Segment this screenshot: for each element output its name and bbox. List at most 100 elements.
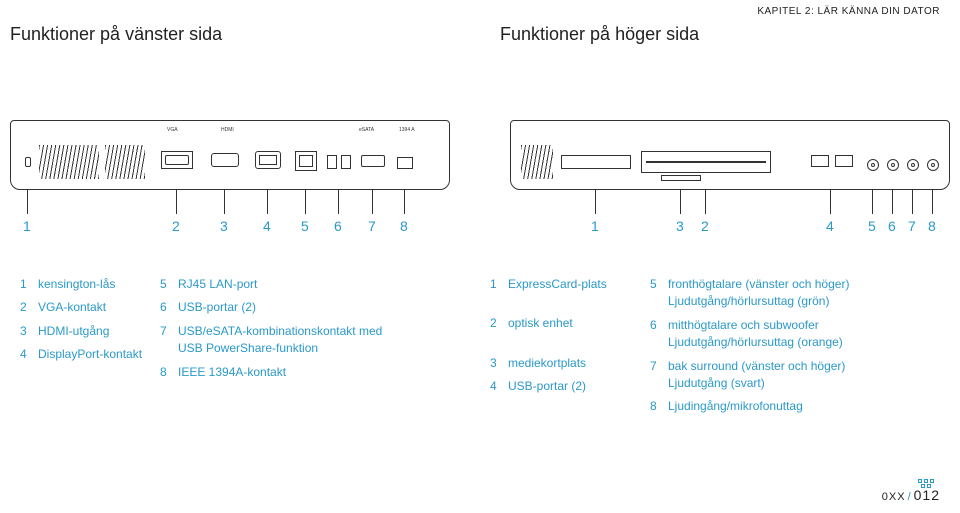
legend-num: 1 bbox=[20, 276, 38, 293]
cr-3: 3 bbox=[676, 218, 684, 234]
legend-row: 2optisk enhet bbox=[490, 315, 650, 332]
legend-row: 8IEEE 1394A-kontakt bbox=[160, 364, 390, 381]
legend-text: optisk enhet bbox=[508, 315, 573, 332]
line-r5 bbox=[872, 190, 873, 214]
legend-text: ExpressCard-plats bbox=[508, 276, 607, 293]
legend-text: fronthögtalare (vänster och höger) Ljudu… bbox=[668, 276, 890, 311]
usb-port-2 bbox=[341, 155, 351, 169]
line-l2 bbox=[176, 190, 177, 214]
line-r6 bbox=[892, 190, 893, 214]
legend-num: 1 bbox=[490, 276, 508, 293]
line-r2 bbox=[705, 190, 706, 214]
cr-5: 5 bbox=[868, 218, 876, 234]
line-r1 bbox=[595, 190, 596, 214]
kensington-slot bbox=[25, 157, 31, 167]
cr-6: 6 bbox=[888, 218, 896, 234]
legend-row: 3mediekortplats bbox=[490, 355, 650, 372]
usb-r2 bbox=[835, 155, 853, 167]
cl-3: 3 bbox=[220, 218, 228, 234]
legend-row: 1ExpressCard-plats bbox=[490, 276, 650, 293]
legend-right-b: 5fronthögtalare (vänster och höger) Ljud… bbox=[650, 276, 890, 416]
device-left: VGA HDMI eSATA 1394 A bbox=[10, 120, 450, 190]
page-main: 012 bbox=[914, 487, 940, 503]
page-number: 0XX/012 bbox=[882, 487, 940, 503]
legend-right-a: 1ExpressCard-plats 2optisk enhet 3mediek… bbox=[490, 276, 650, 416]
label-hdmi: HDMI bbox=[221, 127, 234, 133]
callouts-right: 1 2 3 4 5 6 7 8 bbox=[510, 218, 950, 236]
esata-port bbox=[361, 155, 385, 167]
cr-2: 2 bbox=[701, 218, 709, 234]
legend-text: USB-portar (2) bbox=[508, 378, 586, 395]
line-l8 bbox=[404, 190, 405, 214]
usb-port-1 bbox=[327, 155, 337, 169]
legend-num: 4 bbox=[490, 378, 508, 395]
optical-drive bbox=[641, 151, 771, 173]
cl-2: 2 bbox=[172, 218, 180, 234]
legend-num: 5 bbox=[160, 276, 178, 293]
legend-num: 3 bbox=[490, 355, 508, 372]
label-esata: eSATA bbox=[359, 127, 374, 133]
legend-left-b: 5RJ45 LAN-port 6USB-portar (2) 7USB/eSAT… bbox=[160, 276, 390, 416]
legend-num: 6 bbox=[650, 317, 668, 352]
label-ieee: 1394 A bbox=[399, 127, 415, 133]
legend-num: 7 bbox=[160, 323, 178, 358]
page-pre: 0XX bbox=[882, 491, 906, 503]
page-slash: / bbox=[908, 491, 912, 503]
cr-4: 4 bbox=[826, 218, 834, 234]
line-r8 bbox=[932, 190, 933, 214]
legend-left-a: 1kensington-lås 2VGA-kontakt 3HDMI-utgån… bbox=[20, 276, 160, 416]
legend-num: 2 bbox=[20, 299, 38, 316]
legend-row: 7bak surround (vänster och höger) Ljudut… bbox=[650, 358, 890, 393]
vga-port bbox=[161, 151, 193, 169]
legend-text: HDMI-utgång bbox=[38, 323, 109, 340]
cl-8: 8 bbox=[400, 218, 408, 234]
legend-text: Ljudingång/mikrofonuttag bbox=[668, 398, 803, 415]
vent-left-2 bbox=[105, 145, 145, 179]
line-l4 bbox=[267, 190, 268, 214]
media-card-slot bbox=[661, 175, 701, 181]
line-r3 bbox=[680, 190, 681, 214]
cr-8: 8 bbox=[928, 218, 936, 234]
legend-text: mitthögtalare och subwoofer Ljudutgång/h… bbox=[668, 317, 890, 352]
legend-num: 7 bbox=[650, 358, 668, 393]
cl-7: 7 bbox=[368, 218, 376, 234]
vent-r1 bbox=[521, 145, 553, 179]
legend-text: bak surround (vänster och höger) Ljudutg… bbox=[668, 358, 890, 393]
label-vga: VGA bbox=[167, 127, 178, 133]
legend-row: 3HDMI-utgång bbox=[20, 323, 160, 340]
rj45-port bbox=[295, 151, 317, 171]
legend-text: VGA-kontakt bbox=[38, 299, 106, 316]
vent-left-1 bbox=[39, 145, 99, 179]
legend-text: kensington-lås bbox=[38, 276, 115, 293]
heading-right: Funktioner på höger sida bbox=[500, 24, 699, 45]
line-r7 bbox=[912, 190, 913, 214]
page-decoration bbox=[918, 479, 940, 487]
legend-num: 6 bbox=[160, 299, 178, 316]
legend-text: USB-portar (2) bbox=[178, 299, 256, 316]
legend-text: IEEE 1394A-kontakt bbox=[178, 364, 286, 381]
line-l7 bbox=[372, 190, 373, 214]
jack-rear bbox=[907, 159, 919, 171]
legend-row: 6mitthögtalare och subwoofer Ljudutgång/… bbox=[650, 317, 890, 352]
hdmi-port bbox=[211, 153, 239, 167]
legend-row: 4DisplayPort-kontakt bbox=[20, 346, 160, 363]
legend-num: 2 bbox=[490, 315, 508, 332]
jack-mic bbox=[927, 159, 939, 171]
legend-row: 1kensington-lås bbox=[20, 276, 160, 293]
line-r4 bbox=[830, 190, 831, 214]
device-right bbox=[510, 120, 950, 190]
legend-num: 4 bbox=[20, 346, 38, 363]
legend-text: mediekortplats bbox=[508, 355, 586, 372]
legend-row: 5RJ45 LAN-port bbox=[160, 276, 390, 293]
ieee1394-port bbox=[397, 157, 413, 169]
legend: 1kensington-lås 2VGA-kontakt 3HDMI-utgån… bbox=[20, 276, 940, 416]
jack-center bbox=[887, 159, 899, 171]
line-l6 bbox=[338, 190, 339, 214]
legend-row: 8Ljudingång/mikrofonuttag bbox=[650, 398, 890, 415]
expresscard-slot bbox=[561, 155, 631, 169]
legend-num: 3 bbox=[20, 323, 38, 340]
legend-num: 8 bbox=[650, 398, 668, 415]
legend-num: 8 bbox=[160, 364, 178, 381]
legend-row: 2VGA-kontakt bbox=[20, 299, 160, 316]
legend-text: RJ45 LAN-port bbox=[178, 276, 257, 293]
